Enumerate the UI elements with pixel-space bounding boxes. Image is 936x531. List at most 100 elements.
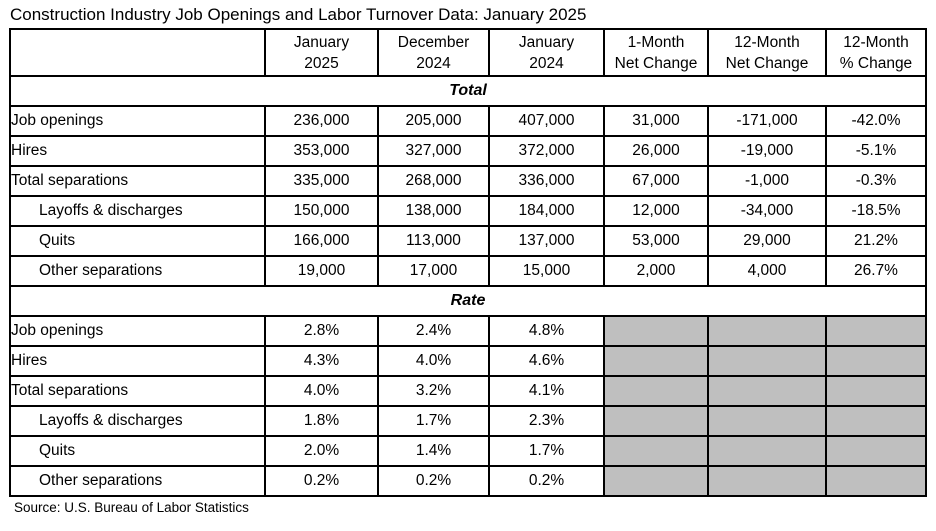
value-cell: 4.3% bbox=[264, 345, 379, 377]
table-row: Quits 2.0% 1.4% 1.7% bbox=[9, 435, 927, 467]
value-cell: 236,000 bbox=[264, 105, 379, 137]
value-cell: 0.2% bbox=[264, 465, 379, 497]
table-row: Job openings 236,000 205,000 407,000 31,000-… bbox=[9, 105, 927, 137]
row-label: Other separations bbox=[9, 465, 266, 497]
table-row: Layoffs & discharges 150,000 138,000 184,00… bbox=[9, 195, 927, 227]
value-cell: 335,000 bbox=[264, 165, 379, 197]
row-label: Layoffs & discharges bbox=[9, 405, 266, 437]
value-cell: 150,000 bbox=[264, 195, 379, 227]
value-cell: 53,000 bbox=[603, 225, 709, 257]
value-cell: -18.5% bbox=[825, 195, 927, 227]
value-cell: 0.2% bbox=[488, 465, 605, 497]
shaded-empty-cell bbox=[603, 345, 709, 377]
row-label: Job openings bbox=[9, 315, 266, 347]
value-cell: 166,000 bbox=[264, 225, 379, 257]
value-cell: -34,000 bbox=[707, 195, 827, 227]
shaded-empty-cell bbox=[825, 435, 927, 467]
value-cell: -19,000 bbox=[707, 135, 827, 167]
value-cell: 268,000 bbox=[377, 165, 490, 197]
shaded-empty-cell bbox=[603, 465, 709, 497]
shaded-empty-cell bbox=[707, 405, 827, 437]
value-cell: 2.3% bbox=[488, 405, 605, 437]
table-row: Quits 166,000 113,000 137,000 53,000 29,000 21… bbox=[9, 225, 927, 257]
value-cell: 2.0% bbox=[264, 435, 379, 467]
row-label: Job openings bbox=[9, 105, 266, 137]
value-cell: -42.0% bbox=[825, 105, 927, 137]
value-cell: 2.4% bbox=[377, 315, 490, 347]
row-label: Layoffs & discharges bbox=[9, 195, 266, 227]
row-label: Quits bbox=[9, 225, 266, 257]
row-label: Hires bbox=[9, 135, 266, 167]
table-row: Hires 353,000 327,000 372,000 26,000 -19,000-… bbox=[9, 135, 927, 167]
value-cell: 184,000 bbox=[488, 195, 605, 227]
value-cell: 26,000 bbox=[603, 135, 709, 167]
value-cell: 4.0% bbox=[264, 375, 379, 407]
value-cell: 2,000 bbox=[603, 255, 709, 287]
column-header: January 2024 bbox=[488, 28, 605, 77]
value-cell: 372,000 bbox=[488, 135, 605, 167]
shaded-empty-cell bbox=[825, 345, 927, 377]
value-cell: 26.7% bbox=[825, 255, 927, 287]
table-row: Job openings 2.8% 2.4% 4.8% bbox=[9, 315, 927, 347]
column-header: December 2024 bbox=[377, 28, 490, 77]
value-cell: 29,000 bbox=[707, 225, 827, 257]
value-cell: 21.2% bbox=[825, 225, 927, 257]
value-cell: 4.6% bbox=[488, 345, 605, 377]
value-cell: 2.8% bbox=[264, 315, 379, 347]
shaded-empty-cell bbox=[603, 405, 709, 437]
value-cell: 4.8% bbox=[488, 315, 605, 347]
table-row: Layoffs & discharges 1.8% 1.7% 2.3% bbox=[9, 405, 927, 437]
column-header: 12-Month Net Change bbox=[707, 28, 827, 77]
row-label: Quits bbox=[9, 435, 266, 467]
row-label: Hires bbox=[9, 345, 266, 377]
row-label: Other separations bbox=[9, 255, 266, 287]
table-row: Hires 4.3% 4.0% 4.6% bbox=[9, 345, 927, 377]
shaded-empty-cell bbox=[707, 465, 827, 497]
value-cell: 336,000 bbox=[488, 165, 605, 197]
value-cell: 138,000 bbox=[377, 195, 490, 227]
shaded-empty-cell bbox=[707, 375, 827, 407]
row-label: Total separations bbox=[9, 375, 266, 407]
value-cell: 3.2% bbox=[377, 375, 490, 407]
shaded-empty-cell bbox=[603, 315, 709, 347]
column-header: 12-Month % Change bbox=[825, 28, 927, 77]
table-row: Other separations 19,000 17,000 15,000 2,000… bbox=[9, 255, 927, 287]
value-cell: 407,000 bbox=[488, 105, 605, 137]
value-cell: 353,000 bbox=[264, 135, 379, 167]
value-cell: 0.2% bbox=[377, 465, 490, 497]
value-cell: 67,000 bbox=[603, 165, 709, 197]
value-cell: 1.7% bbox=[488, 435, 605, 467]
source-note: Source: U.S. Bureau of Labor Statistics bbox=[14, 500, 249, 515]
jolts-table: January 2025 December 2024 January 2024 1-M… bbox=[9, 28, 927, 497]
value-cell: 4.0% bbox=[377, 345, 490, 377]
value-cell: 1.4% bbox=[377, 435, 490, 467]
shaded-empty-cell bbox=[825, 405, 927, 437]
section-row: Rate bbox=[9, 285, 927, 317]
shaded-empty-cell bbox=[707, 315, 827, 347]
value-cell: 4.1% bbox=[488, 375, 605, 407]
value-cell: 12,000 bbox=[603, 195, 709, 227]
page-title: Construction Industry Job Openings and L… bbox=[10, 5, 587, 24]
shaded-empty-cell bbox=[825, 465, 927, 497]
shaded-empty-cell bbox=[707, 435, 827, 467]
table-row: Total separations 335,000 268,000 336,000 67… bbox=[9, 165, 927, 197]
value-cell: 17,000 bbox=[377, 255, 490, 287]
table-row: Total separations 4.0% 3.2% 4.1% bbox=[9, 375, 927, 407]
value-cell: 1.8% bbox=[264, 405, 379, 437]
value-cell: 15,000 bbox=[488, 255, 605, 287]
section-row: Total bbox=[9, 75, 927, 107]
value-cell: 1.7% bbox=[377, 405, 490, 437]
value-cell: 19,000 bbox=[264, 255, 379, 287]
column-header-row: January 2025 December 2024 January 2024 1-M… bbox=[9, 28, 927, 77]
value-cell: -1,000 bbox=[707, 165, 827, 197]
shaded-empty-cell bbox=[825, 315, 927, 347]
value-cell: 327,000 bbox=[377, 135, 490, 167]
value-cell: 137,000 bbox=[488, 225, 605, 257]
value-cell: 31,000 bbox=[603, 105, 709, 137]
value-cell: -0.3% bbox=[825, 165, 927, 197]
value-cell: -171,000 bbox=[707, 105, 827, 137]
column-header: January 2025 bbox=[264, 28, 379, 77]
row-label: Total separations bbox=[9, 165, 266, 197]
value-cell: 113,000 bbox=[377, 225, 490, 257]
